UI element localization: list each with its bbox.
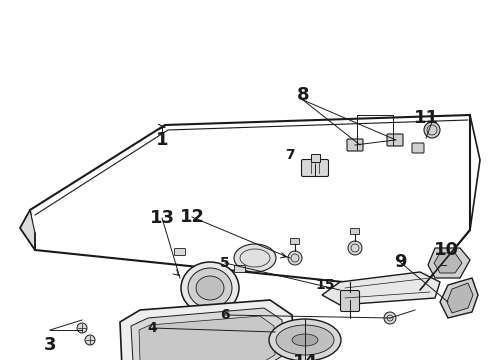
- Ellipse shape: [188, 268, 232, 308]
- Text: 4: 4: [147, 321, 157, 335]
- Text: 5: 5: [220, 256, 230, 270]
- FancyBboxPatch shape: [341, 291, 360, 311]
- FancyBboxPatch shape: [235, 266, 245, 273]
- Text: 12: 12: [179, 208, 204, 226]
- Circle shape: [77, 323, 87, 333]
- FancyBboxPatch shape: [301, 159, 328, 176]
- Circle shape: [288, 251, 302, 265]
- FancyBboxPatch shape: [311, 153, 319, 162]
- FancyBboxPatch shape: [347, 139, 363, 151]
- Polygon shape: [139, 316, 275, 360]
- Text: 1: 1: [156, 131, 168, 149]
- FancyBboxPatch shape: [387, 134, 403, 146]
- Text: 15: 15: [315, 278, 335, 292]
- Text: 13: 13: [149, 209, 174, 227]
- FancyBboxPatch shape: [291, 238, 299, 244]
- Ellipse shape: [181, 262, 239, 314]
- Circle shape: [424, 122, 440, 138]
- Circle shape: [384, 312, 396, 324]
- FancyBboxPatch shape: [174, 248, 186, 256]
- Circle shape: [85, 335, 95, 345]
- Ellipse shape: [276, 325, 334, 355]
- Polygon shape: [20, 210, 35, 250]
- Ellipse shape: [196, 276, 224, 300]
- Polygon shape: [447, 283, 473, 313]
- Text: 11: 11: [414, 109, 439, 127]
- Text: 3: 3: [44, 336, 56, 354]
- FancyBboxPatch shape: [350, 229, 360, 234]
- Text: 14: 14: [293, 353, 318, 360]
- Polygon shape: [428, 248, 470, 278]
- Ellipse shape: [234, 244, 276, 272]
- Polygon shape: [434, 253, 462, 273]
- FancyBboxPatch shape: [412, 143, 424, 153]
- Text: 7: 7: [285, 148, 295, 162]
- Polygon shape: [261, 328, 275, 342]
- Text: 6: 6: [220, 308, 230, 322]
- Text: 10: 10: [434, 241, 459, 259]
- Polygon shape: [322, 272, 440, 305]
- Polygon shape: [440, 278, 478, 318]
- Circle shape: [348, 241, 362, 255]
- Text: 9: 9: [394, 253, 406, 271]
- Text: 8: 8: [296, 86, 309, 104]
- Polygon shape: [131, 308, 284, 360]
- Ellipse shape: [292, 334, 318, 346]
- Polygon shape: [120, 300, 295, 360]
- Polygon shape: [274, 325, 292, 339]
- Ellipse shape: [269, 319, 341, 360]
